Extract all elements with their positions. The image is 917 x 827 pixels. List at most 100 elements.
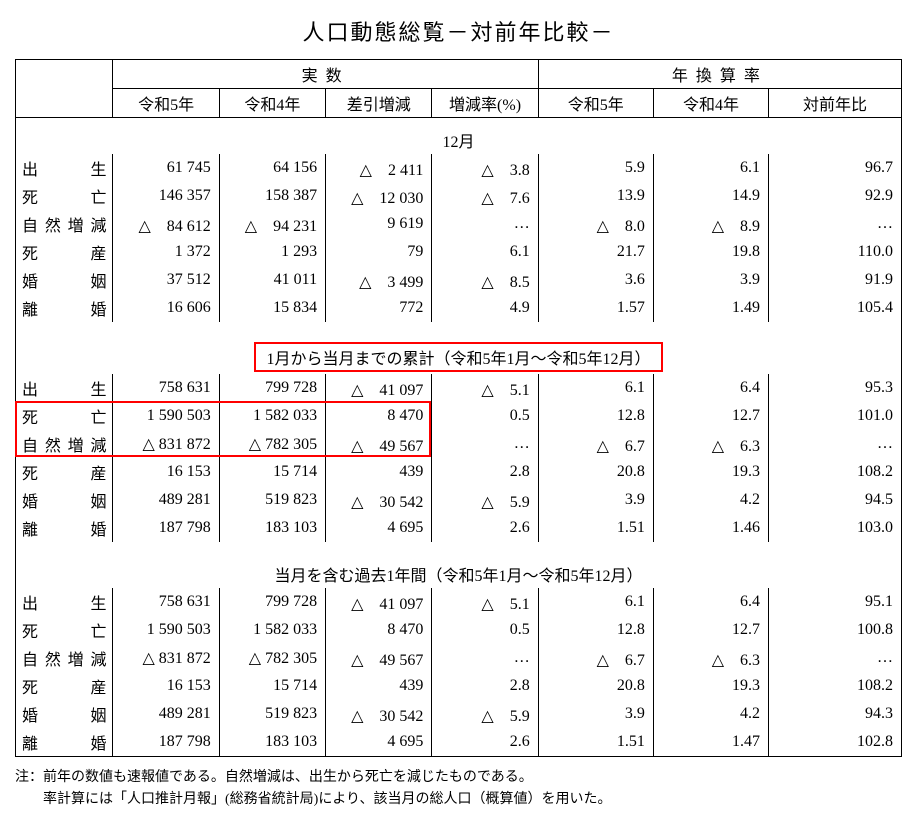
row-label: 婚姻	[16, 266, 113, 294]
table-row: 死亡1 590 5031 582 0338 4700.512.812.7101.…	[16, 402, 902, 430]
data-cell: 12.8	[538, 616, 653, 644]
data-cell: 1 582 033	[219, 402, 325, 430]
data-cell: 519 823	[219, 486, 325, 514]
data-cell: 1.57	[538, 294, 653, 322]
data-cell: 758 631	[113, 374, 219, 402]
data-cell: 61 745	[113, 154, 219, 182]
data-cell: 15 834	[219, 294, 325, 322]
data-cell: 1.51	[538, 514, 653, 542]
header-yoy: 対前年比	[769, 89, 902, 118]
data-cell: 6.1	[653, 154, 768, 182]
data-cell: 3.6	[538, 266, 653, 294]
row-label: 自然増減	[16, 644, 113, 672]
data-cell: △ 94 231	[219, 210, 325, 238]
data-cell: 19.3	[653, 458, 768, 486]
data-cell: 5.9	[538, 154, 653, 182]
data-cell: △ 6.7	[538, 430, 653, 458]
header-pct: 増減率(%)	[432, 89, 538, 118]
data-cell: 799 728	[219, 374, 325, 402]
data-cell: …	[769, 210, 902, 238]
row-label: 離婚	[16, 294, 113, 322]
row-label: 自然増減	[16, 210, 113, 238]
table-row: 出生61 74564 156△ 2 411△ 3.85.96.196.7	[16, 154, 902, 182]
data-cell: 1.46	[653, 514, 768, 542]
data-cell: 20.8	[538, 458, 653, 486]
table-row: 婚姻37 51241 011△ 3 499△ 8.53.63.991.9	[16, 266, 902, 294]
data-cell: △ 6.3	[653, 644, 768, 672]
header-group-actual: 実数	[113, 60, 538, 89]
data-cell: 96.7	[769, 154, 902, 182]
data-cell: 6.1	[538, 374, 653, 402]
data-cell: …	[432, 430, 538, 458]
data-cell: …	[432, 210, 538, 238]
data-cell: △ 831 872	[113, 644, 219, 672]
data-cell: 1.47	[653, 728, 768, 757]
data-cell: △ 49 567	[326, 644, 432, 672]
data-cell: 1 293	[219, 238, 325, 266]
data-cell: △ 782 305	[219, 430, 325, 458]
data-cell: △ 6.3	[653, 430, 768, 458]
data-cell: 439	[326, 458, 432, 486]
data-cell: 772	[326, 294, 432, 322]
note-line: 注：前年の数値も速報値である。自然増減は、出生から死亡を減じたものである。	[15, 767, 902, 789]
data-cell: 1 590 503	[113, 402, 219, 430]
data-cell: 13.9	[538, 182, 653, 210]
data-cell: 21.7	[538, 238, 653, 266]
data-cell: 6.1	[538, 588, 653, 616]
data-cell: 79	[326, 238, 432, 266]
data-cell: △ 49 567	[326, 430, 432, 458]
data-cell: 0.5	[432, 402, 538, 430]
table-row: 死産1 3721 293796.121.719.8110.0	[16, 238, 902, 266]
data-cell: △ 8.9	[653, 210, 768, 238]
data-cell: 20.8	[538, 672, 653, 700]
data-cell: 108.2	[769, 672, 902, 700]
data-cell: 108.2	[769, 458, 902, 486]
data-cell: 1.51	[538, 728, 653, 757]
data-cell: 19.8	[653, 238, 768, 266]
row-label: 出生	[16, 374, 113, 402]
data-cell: 102.8	[769, 728, 902, 757]
data-table: 実数 年換算率 令和5年 令和4年 差引増減 増減率(%) 令和5年 令和4年 …	[15, 59, 902, 757]
header-rate5: 令和5年	[538, 89, 653, 118]
data-cell: 95.3	[769, 374, 902, 402]
section-header: 12月	[16, 118, 902, 155]
data-cell: …	[769, 644, 902, 672]
row-label: 死産	[16, 672, 113, 700]
note-line: 率計算には「人口推計月報」(総務省統計局)により、該当月の総人口（概算値）を用い…	[15, 789, 902, 811]
row-label: 離婚	[16, 728, 113, 757]
data-cell: 8 470	[326, 616, 432, 644]
data-cell: 2.8	[432, 672, 538, 700]
data-cell: 9 619	[326, 210, 432, 238]
row-label: 離婚	[16, 514, 113, 542]
data-cell: 110.0	[769, 238, 902, 266]
data-cell: 15 714	[219, 458, 325, 486]
data-cell: 103.0	[769, 514, 902, 542]
data-cell: 16 153	[113, 458, 219, 486]
data-cell: 12.8	[538, 402, 653, 430]
data-cell: 3.9	[538, 486, 653, 514]
table-row: 出生758 631799 728△ 41 097△ 5.16.16.495.1	[16, 588, 902, 616]
data-cell: 4.9	[432, 294, 538, 322]
data-cell: △ 8.0	[538, 210, 653, 238]
data-cell: 92.9	[769, 182, 902, 210]
table-row: 自然増減△ 84 612△ 94 2319 619…△ 8.0△ 8.9…	[16, 210, 902, 238]
data-cell: △ 3.8	[432, 154, 538, 182]
data-cell: 6.1	[432, 238, 538, 266]
data-cell: 41 011	[219, 266, 325, 294]
data-cell: 64 156	[219, 154, 325, 182]
data-cell: 100.8	[769, 616, 902, 644]
data-cell: 187 798	[113, 514, 219, 542]
row-label: 出生	[16, 154, 113, 182]
data-cell: 16 606	[113, 294, 219, 322]
data-cell: 12.7	[653, 616, 768, 644]
data-cell: △ 5.9	[432, 486, 538, 514]
data-cell: 183 103	[219, 728, 325, 757]
header-group-rate: 年換算率	[538, 60, 901, 89]
section-header: 1月から当月までの累計（令和5年1月～令和5年12月）	[16, 332, 902, 374]
data-cell: 19.3	[653, 672, 768, 700]
section-header: 当月を含む過去1年間（令和5年1月～令和5年12月）	[16, 552, 902, 588]
data-cell: △ 831 872	[113, 430, 219, 458]
table-row: 死亡146 357158 387△ 12 030△ 7.613.914.992.…	[16, 182, 902, 210]
data-cell: △ 5.1	[432, 374, 538, 402]
table-row: 自然増減△ 831 872△ 782 305△ 49 567…△ 6.7△ 6.…	[16, 430, 902, 458]
